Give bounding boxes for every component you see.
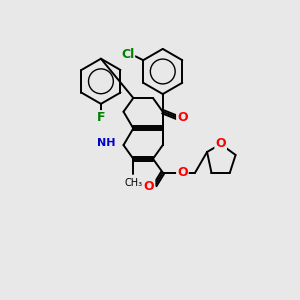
Text: CH₃: CH₃ (124, 178, 142, 188)
Text: NH: NH (97, 138, 116, 148)
Text: O: O (177, 111, 188, 124)
Text: O: O (215, 136, 226, 150)
Text: Cl: Cl (121, 48, 134, 61)
Text: O: O (144, 180, 154, 193)
Text: O: O (177, 166, 188, 179)
Text: F: F (97, 111, 105, 124)
